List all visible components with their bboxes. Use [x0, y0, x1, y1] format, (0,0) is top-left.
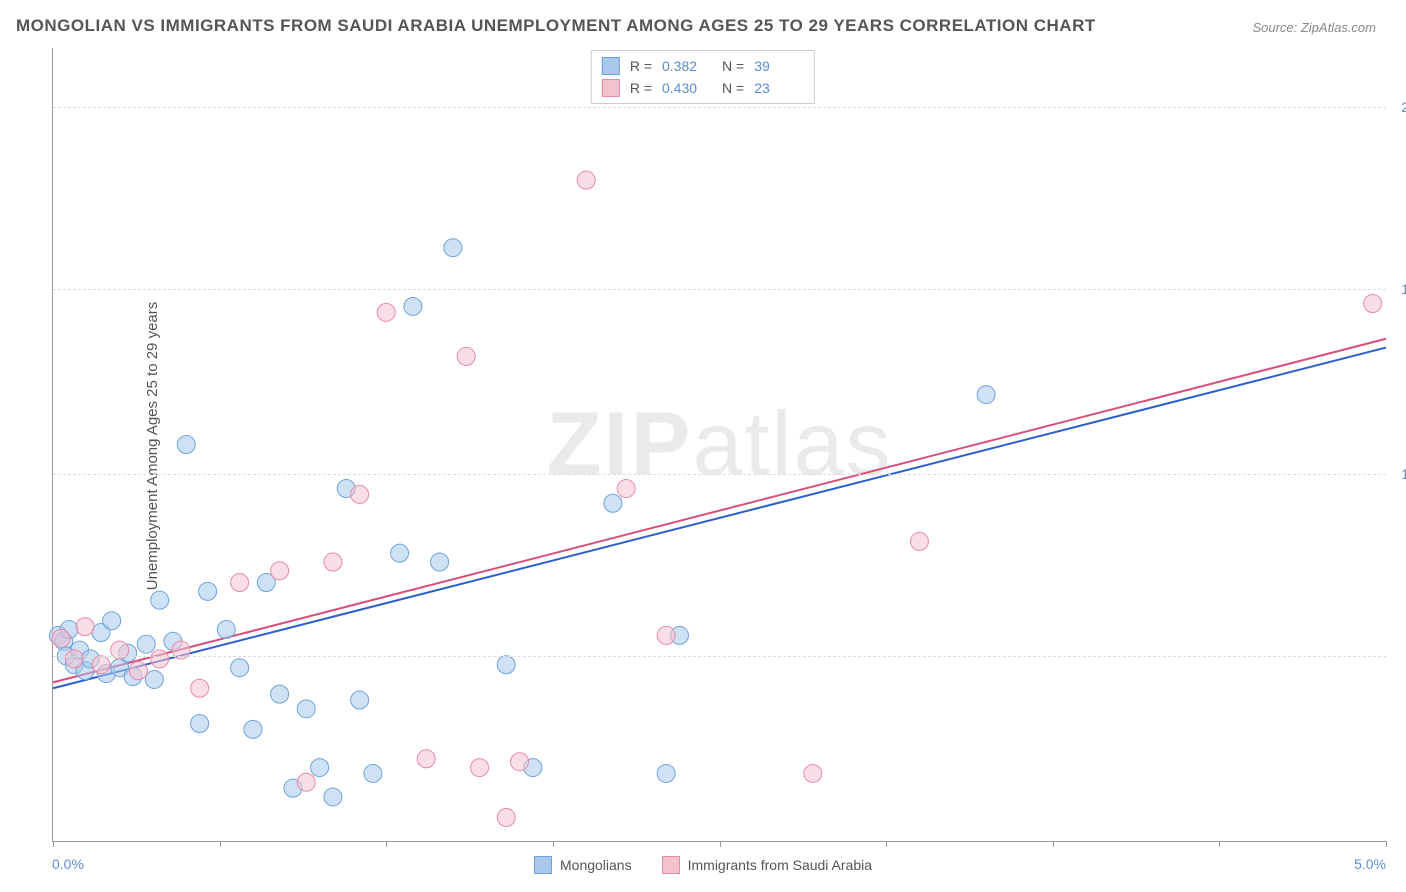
data-point: [657, 764, 675, 782]
data-point: [444, 239, 462, 257]
source-name: ZipAtlas.com: [1301, 20, 1376, 35]
data-point: [191, 679, 209, 697]
data-point: [177, 436, 195, 454]
n-value-2: 23: [754, 80, 804, 96]
scatter-svg: [53, 48, 1386, 841]
data-point: [151, 650, 169, 668]
data-point: [231, 659, 249, 677]
data-point: [271, 685, 289, 703]
source-prefix: Source:: [1252, 20, 1300, 35]
legend-swatch-blue: [602, 57, 620, 75]
data-point: [65, 650, 83, 668]
n-label: N =: [722, 58, 744, 74]
data-point: [604, 494, 622, 512]
x-tick: [720, 841, 721, 847]
data-point: [977, 386, 995, 404]
x-axis-max-label: 5.0%: [1354, 856, 1386, 872]
data-point: [271, 562, 289, 580]
data-point: [351, 691, 369, 709]
legend-swatch-blue: [534, 856, 552, 874]
x-tick: [386, 841, 387, 847]
correlation-row-2: R = 0.430 N = 23: [602, 77, 804, 99]
data-point: [151, 591, 169, 609]
r-value-2: 0.430: [662, 80, 712, 96]
data-point: [404, 297, 422, 315]
data-point: [217, 621, 235, 639]
data-point: [657, 626, 675, 644]
y-tick-label: 18.8%: [1401, 281, 1406, 297]
data-point: [231, 574, 249, 592]
legend-swatch-pink: [662, 856, 680, 874]
x-tick: [1386, 841, 1387, 847]
chart-container: MONGOLIAN VS IMMIGRANTS FROM SAUDI ARABI…: [0, 0, 1406, 892]
data-point: [137, 635, 155, 653]
data-point: [92, 656, 110, 674]
data-point: [129, 662, 147, 680]
data-point: [804, 764, 822, 782]
y-tick-label: 25.0%: [1401, 99, 1406, 115]
legend-item-saudi: Immigrants from Saudi Arabia: [662, 856, 872, 874]
legend-label: Immigrants from Saudi Arabia: [688, 857, 872, 873]
data-point: [297, 773, 315, 791]
x-tick: [53, 841, 54, 847]
data-point: [364, 764, 382, 782]
data-point: [311, 759, 329, 777]
data-point: [497, 809, 515, 827]
data-point: [910, 532, 928, 550]
data-point: [324, 788, 342, 806]
data-point: [457, 347, 475, 365]
data-point: [52, 629, 70, 647]
y-tick-label: 12.5%: [1401, 466, 1406, 482]
data-point: [297, 700, 315, 718]
x-tick: [220, 841, 221, 847]
x-tick: [553, 841, 554, 847]
data-point: [617, 480, 635, 498]
r-label: R =: [630, 80, 652, 96]
chart-title: MONGOLIAN VS IMMIGRANTS FROM SAUDI ARABI…: [16, 16, 1096, 36]
n-value-1: 39: [754, 58, 804, 74]
data-point: [431, 553, 449, 571]
gridline: [53, 107, 1386, 108]
data-point: [1364, 295, 1382, 313]
source-attribution: Source: ZipAtlas.com: [1252, 20, 1376, 35]
legend-label: Mongolians: [560, 857, 632, 873]
data-point: [145, 670, 163, 688]
legend-item-mongolians: Mongolians: [534, 856, 632, 874]
data-point: [391, 544, 409, 562]
series-legend: Mongolians Immigrants from Saudi Arabia: [534, 856, 872, 874]
data-point: [324, 553, 342, 571]
data-point: [191, 715, 209, 733]
r-label: R =: [630, 58, 652, 74]
data-point: [103, 612, 121, 630]
n-label: N =: [722, 80, 744, 96]
data-point: [511, 753, 529, 771]
x-axis-min-label: 0.0%: [52, 856, 84, 872]
correlation-row-1: R = 0.382 N = 39: [602, 55, 804, 77]
data-point: [351, 485, 369, 503]
data-point: [244, 720, 262, 738]
plot-area: ZIPatlas 6.3%12.5%18.8%25.0%: [52, 48, 1386, 842]
data-point: [471, 759, 489, 777]
data-point: [497, 656, 515, 674]
r-value-1: 0.382: [662, 58, 712, 74]
data-point: [377, 303, 395, 321]
data-point: [76, 618, 94, 636]
trend-line: [53, 339, 1386, 683]
legend-swatch-pink: [602, 79, 620, 97]
gridline: [53, 656, 1386, 657]
gridline: [53, 474, 1386, 475]
data-point: [199, 582, 217, 600]
x-tick: [1219, 841, 1220, 847]
x-tick: [886, 841, 887, 847]
data-point: [417, 750, 435, 768]
x-tick: [1053, 841, 1054, 847]
data-point: [577, 171, 595, 189]
gridline: [53, 289, 1386, 290]
trend-line: [53, 348, 1386, 689]
correlation-legend: R = 0.382 N = 39 R = 0.430 N = 23: [591, 50, 815, 104]
